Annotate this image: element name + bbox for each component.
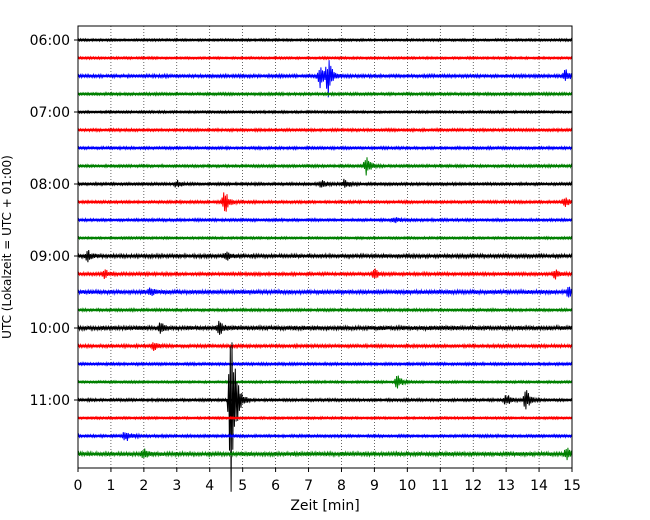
y-tick-label: 11:00 bbox=[30, 393, 70, 409]
seismic-trace bbox=[77, 145, 573, 151]
x-tick-label: 11 bbox=[431, 478, 449, 494]
seismic-trace bbox=[77, 447, 573, 461]
seismic-trace bbox=[77, 178, 573, 188]
x-axis: 0 1 2 3 4 5 6 7 8 9 10 11 12 13 14 15 bbox=[74, 468, 581, 494]
x-tick-label: 10 bbox=[398, 478, 416, 494]
seismic-trace bbox=[77, 109, 573, 115]
seismic-trace bbox=[77, 320, 573, 335]
seismic-trace bbox=[77, 37, 573, 43]
x-axis-title: Zeit [min] bbox=[290, 498, 359, 514]
x-tick-label: 9 bbox=[370, 478, 379, 494]
x-tick-label: 5 bbox=[238, 478, 247, 494]
seismic-trace bbox=[77, 249, 573, 263]
seismic-trace bbox=[77, 342, 573, 492]
y-tick-label: 09:00 bbox=[30, 249, 70, 265]
x-tick-label: 7 bbox=[304, 478, 313, 494]
x-tick-label: 15 bbox=[563, 478, 581, 494]
seismic-trace bbox=[77, 286, 573, 298]
seismic-traces bbox=[77, 37, 573, 492]
y-tick-label: 06:00 bbox=[30, 33, 70, 49]
seismic-trace bbox=[77, 361, 573, 368]
seismic-trace bbox=[77, 342, 573, 352]
seismic-trace bbox=[77, 216, 573, 224]
x-tick-label: 0 bbox=[74, 478, 83, 494]
seismic-trace bbox=[77, 375, 573, 389]
x-tick-label: 8 bbox=[337, 478, 346, 494]
y-axis: 06:00 07:00 08:00 09:00 10:00 11:00 bbox=[30, 33, 78, 409]
seismic-trace bbox=[77, 55, 573, 61]
y-axis-title: UTC (Lokalzeit = UTC + 01:00) bbox=[0, 155, 14, 339]
seismic-trace bbox=[77, 307, 573, 313]
y-tick-label: 07:00 bbox=[30, 105, 70, 121]
x-tick-label: 1 bbox=[106, 478, 115, 494]
seismic-trace bbox=[77, 235, 573, 241]
seismic-trace bbox=[77, 432, 573, 441]
x-tick-label: 13 bbox=[497, 478, 515, 494]
x-tick-label: 2 bbox=[139, 478, 148, 494]
seismic-trace bbox=[77, 415, 573, 421]
y-tick-label: 10:00 bbox=[30, 321, 70, 337]
plot-frame bbox=[77, 25, 573, 469]
x-tick-label: 4 bbox=[205, 478, 214, 494]
y-tick-label: 08:00 bbox=[30, 177, 70, 193]
x-tick-label: 14 bbox=[530, 478, 548, 494]
seismic-trace bbox=[77, 127, 573, 133]
seismic-trace bbox=[77, 157, 573, 176]
seismic-trace bbox=[77, 90, 573, 97]
x-tick-label: 12 bbox=[464, 478, 482, 494]
x-tick-label: 3 bbox=[172, 478, 181, 494]
seismic-trace bbox=[77, 192, 573, 212]
x-tick-label: 6 bbox=[271, 478, 280, 494]
seismic-trace bbox=[77, 60, 573, 98]
seismic-trace bbox=[77, 268, 573, 280]
